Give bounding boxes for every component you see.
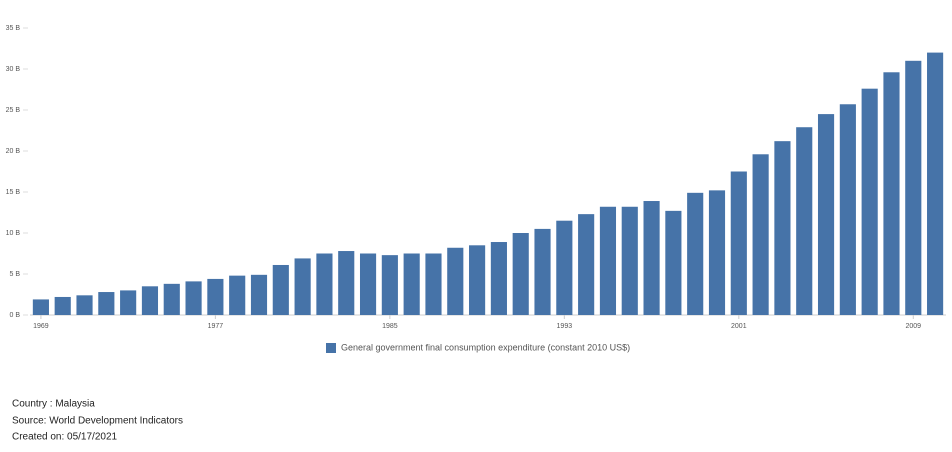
y-tick-label: 20 B (6, 148, 21, 155)
bar (883, 72, 900, 315)
x-tick-label: 2009 (905, 323, 921, 330)
bar (229, 275, 246, 315)
bar (665, 210, 682, 315)
bar (556, 220, 573, 315)
bar (927, 52, 944, 315)
bar (250, 274, 268, 315)
bar (905, 60, 922, 315)
x-tick-label: 1977 (208, 323, 224, 330)
bar (817, 114, 835, 315)
bar (294, 258, 311, 315)
y-tick-label: 5 B (9, 271, 20, 278)
bar (469, 245, 486, 315)
bar (403, 253, 420, 315)
bar (643, 201, 660, 315)
legend-label: General government final consumption exp… (341, 342, 630, 352)
bar (163, 283, 180, 315)
bar (599, 206, 617, 315)
bar (338, 251, 355, 315)
y-tick-label: 0 B (9, 312, 20, 319)
bar (76, 295, 93, 315)
bar (272, 264, 289, 315)
footer-source: Source: World Development Indicators (12, 416, 183, 427)
x-tick-label: 1993 (557, 323, 573, 330)
bar (796, 127, 813, 315)
bar (120, 290, 137, 315)
bar (861, 88, 878, 316)
bar (687, 192, 704, 315)
bar (98, 292, 115, 315)
bar (32, 299, 49, 315)
y-tick-label: 25 B (6, 107, 21, 114)
bar (839, 104, 856, 315)
bar (752, 154, 769, 315)
x-tick-label: 1969 (33, 323, 49, 330)
bar (207, 278, 224, 315)
footer-created: Created on: 05/17/2021 (12, 432, 118, 443)
y-tick-label: 30 B (6, 66, 21, 73)
x-tick-label: 2001 (731, 323, 747, 330)
bar (708, 190, 726, 315)
bar (185, 281, 202, 315)
footer-country: Country : Malaysia (12, 399, 95, 410)
bar (534, 228, 551, 315)
legend-swatch (326, 343, 336, 353)
bar (512, 233, 529, 315)
bar (447, 247, 464, 315)
bar (54, 296, 71, 315)
y-tick-label: 10 B (6, 230, 21, 237)
bar (425, 253, 442, 315)
bar (621, 206, 638, 315)
y-tick-label: 35 B (6, 25, 21, 32)
bar (490, 242, 507, 315)
bar (381, 255, 398, 315)
bar (141, 286, 159, 315)
bar (359, 253, 377, 315)
bar (774, 141, 791, 315)
y-tick-label: 15 B (6, 189, 21, 196)
bar (316, 253, 333, 315)
bar (578, 214, 595, 315)
bar (730, 171, 747, 315)
x-tick-label: 1985 (382, 323, 398, 330)
